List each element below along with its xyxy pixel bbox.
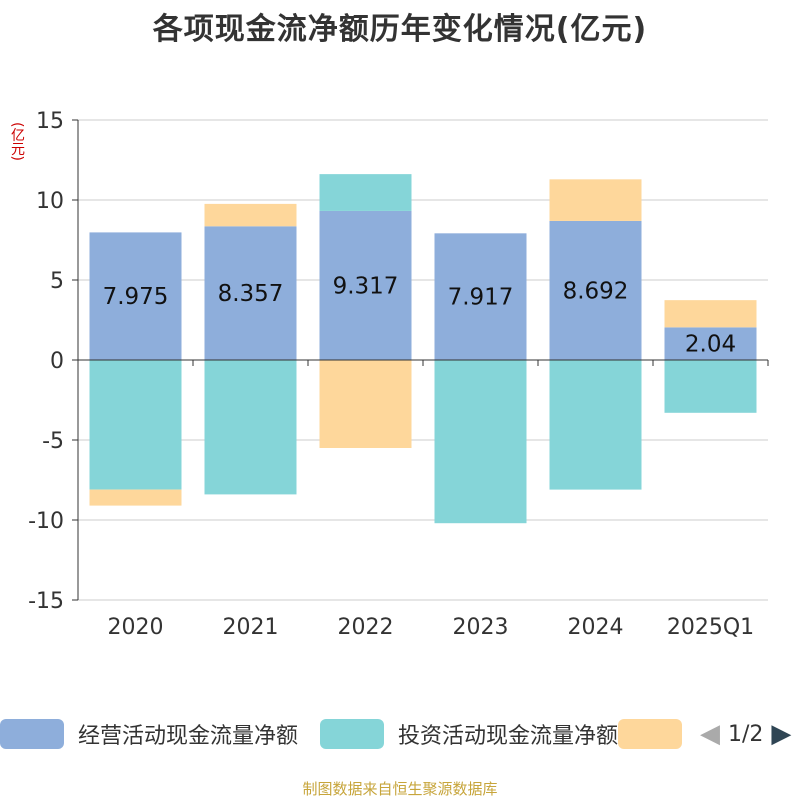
bar-series-2 [664, 300, 757, 328]
legend-pager: ◀ 1/2 ▶ [700, 716, 791, 752]
bar-series-1 [89, 360, 182, 490]
bar-series-2 [319, 360, 412, 448]
bar-series-1 [549, 360, 642, 490]
y-axis-unit-label: (亿元) [9, 122, 25, 161]
bar-series-0 [664, 327, 757, 360]
x-tick-label: 2020 [108, 615, 164, 640]
data-label: 7.917 [448, 285, 514, 311]
x-tick-label: 2021 [223, 615, 279, 640]
legend-swatch-operating [0, 719, 64, 749]
y-tick-label: 15 [36, 109, 64, 134]
bar-series-1 [319, 174, 412, 211]
legend-item-operating[interactable]: 经营活动现金流量净额 [0, 716, 298, 752]
data-label: 8.357 [218, 281, 284, 307]
y-tick-label: -15 [28, 589, 64, 614]
triangle-left-icon[interactable]: ◀ [700, 719, 720, 749]
data-source-note: 制图数据来自恒生聚源数据库 [302, 780, 498, 798]
x-tick-label: 2023 [453, 615, 509, 640]
data-label: 8.692 [563, 278, 629, 304]
bar-series-0 [89, 232, 182, 360]
x-tick-label: 2022 [338, 615, 394, 640]
bar-series-2 [549, 179, 642, 221]
legend-label-investing: 投资活动现金流量净额 [398, 724, 619, 749]
bar-series-0 [434, 233, 527, 360]
x-tick-label: 2024 [568, 615, 624, 640]
y-tick-label: 0 [50, 349, 64, 374]
bar-series-0 [204, 226, 297, 360]
legend-swatch-financing [618, 719, 682, 749]
bar-series-0 [319, 210, 412, 360]
y-tick-label: 10 [36, 189, 64, 214]
stacked-bar-chart: 15 10 5 0 -5 -10 -15 2020 2021 2022 2023 2024 2025Q1… [28, 109, 769, 640]
legend-label-operating: 经营活动现金流量净额 [78, 724, 299, 749]
bar-series-1 [664, 360, 757, 413]
legend-item-financing[interactable] [618, 716, 696, 752]
y-tick-label: -10 [28, 509, 64, 534]
data-label: 2.04 [685, 332, 736, 358]
legend-item-investing[interactable]: 投资活动现金流量净额 [320, 716, 618, 752]
bar-series-2 [89, 489, 182, 506]
bar-series-2 [204, 203, 297, 227]
triangle-right-icon[interactable]: ▶ [771, 719, 792, 749]
x-tick-label: 2025Q1 [667, 615, 754, 640]
data-label: 7.975 [103, 284, 169, 310]
chart-title: 各项现金流净额历年变化情况(亿元) [152, 12, 648, 47]
bar-series-0 [549, 220, 642, 360]
legend: 经营活动现金流量净额 投资活动现金流量净额 [0, 716, 800, 756]
bar-series-1 [434, 360, 527, 524]
bar-series-1 [204, 360, 297, 495]
data-label: 9.317 [333, 273, 399, 299]
legend-swatch-investing [320, 719, 384, 749]
y-tick-label: -5 [42, 429, 64, 454]
y-tick-label: 5 [50, 269, 64, 294]
legend-page-indicator: 1/2 [728, 721, 764, 747]
